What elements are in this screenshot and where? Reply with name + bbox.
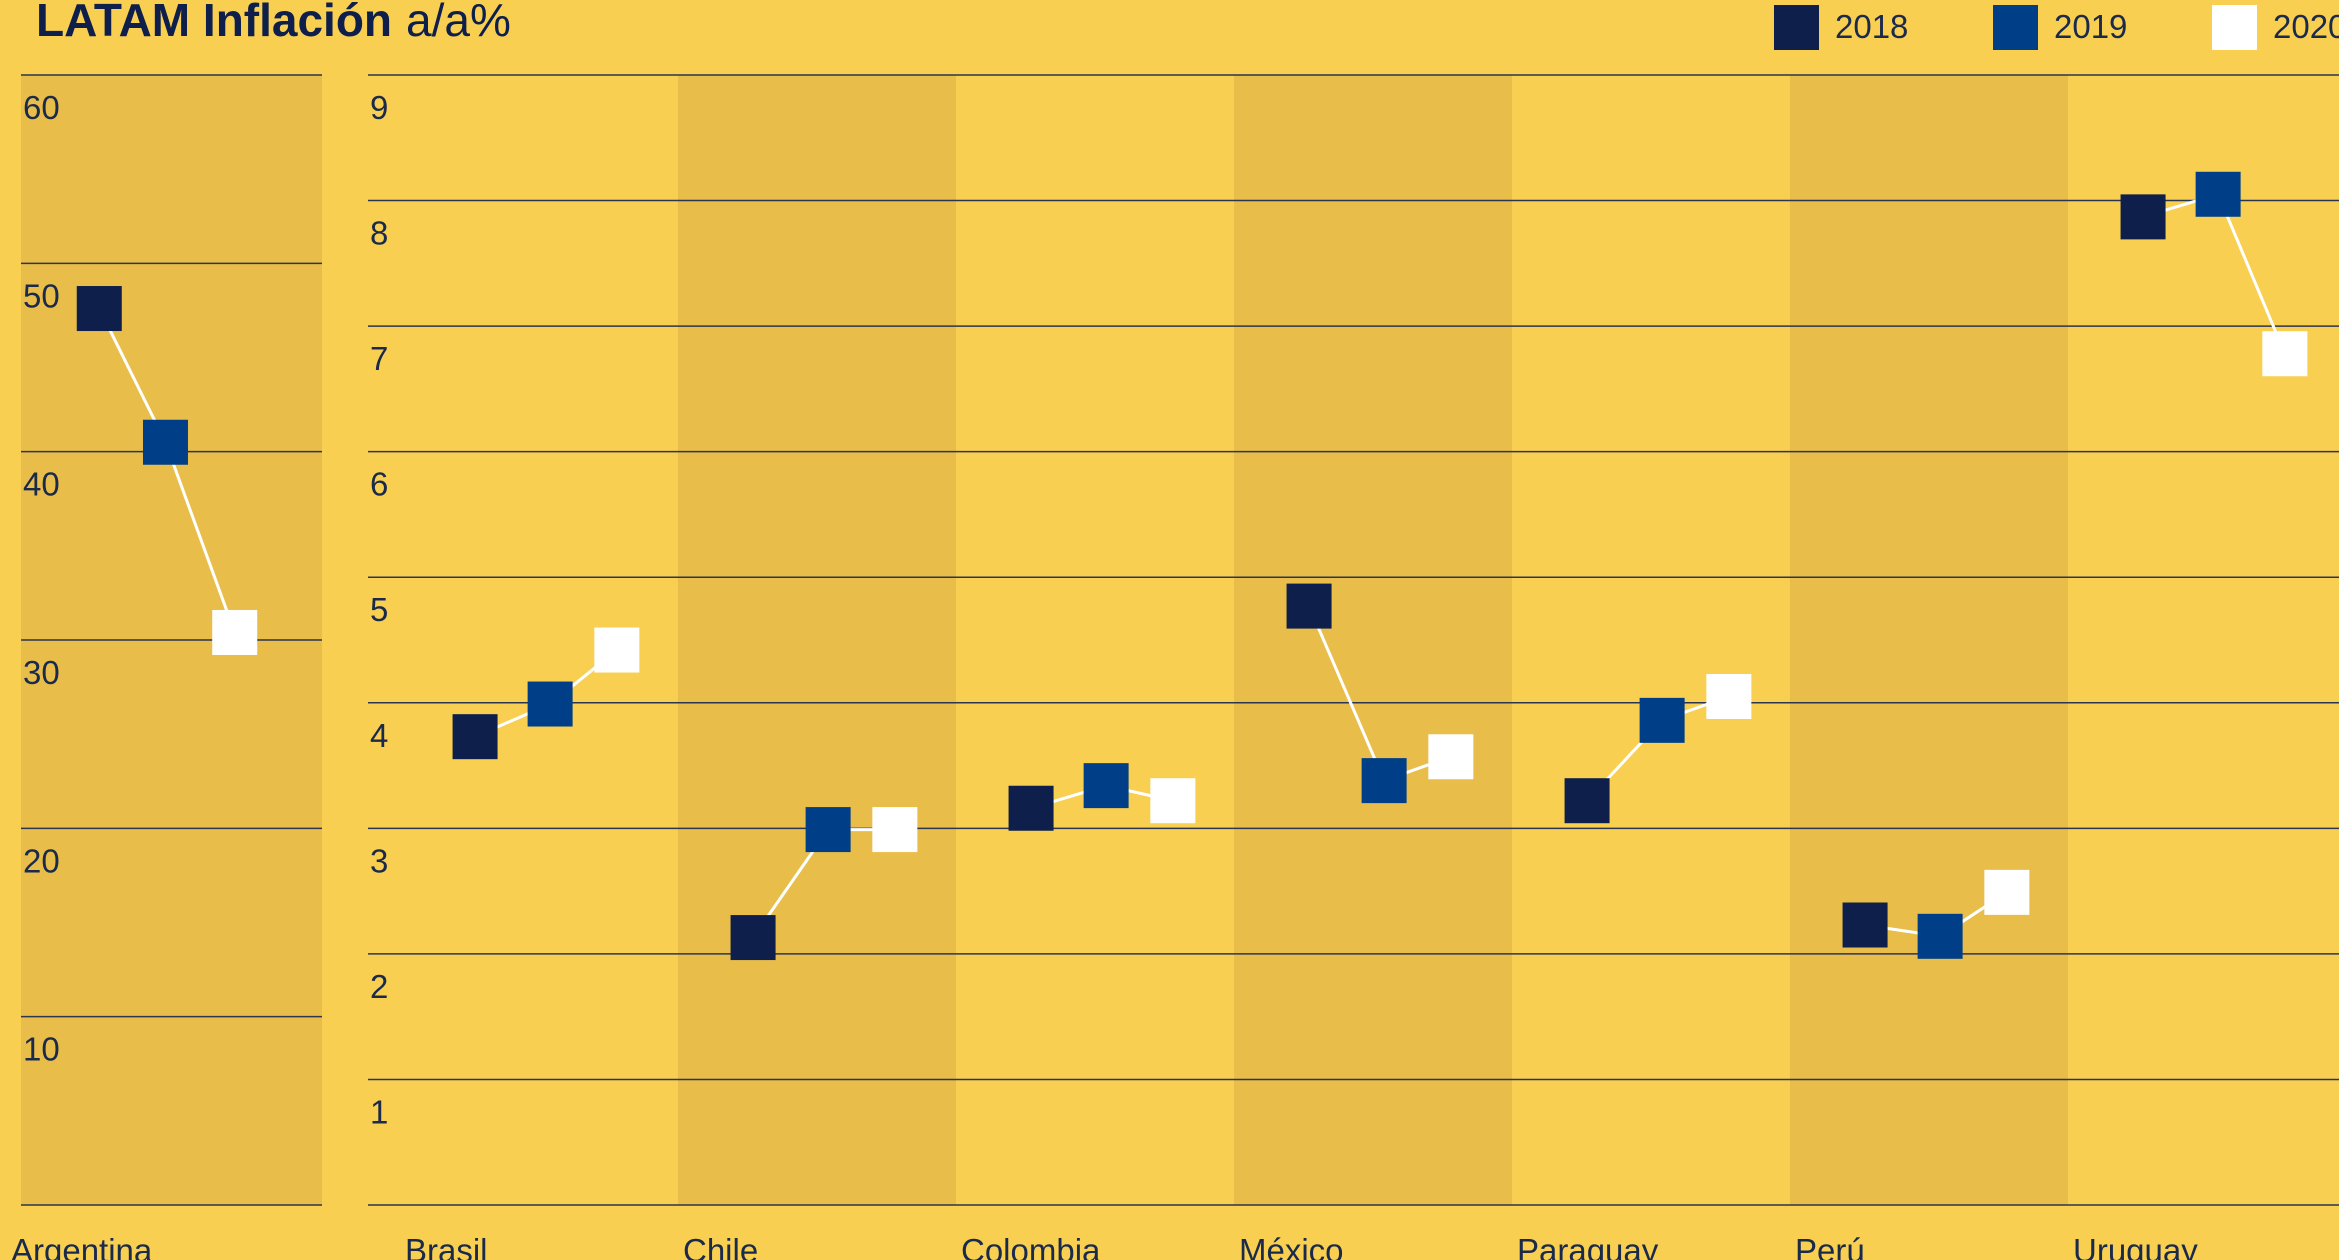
x-tick-label: Uruguay [2073, 1232, 2198, 1260]
marker [1361, 758, 1407, 804]
marker [1706, 674, 1752, 719]
x-tick-label: Chile [683, 1232, 758, 1260]
marker [212, 609, 258, 655]
marker [2120, 194, 2166, 240]
y-tick-label: 10 [23, 1031, 60, 1068]
marker [452, 714, 498, 760]
marker [1150, 778, 1196, 824]
marker [1008, 785, 1054, 831]
marker [805, 807, 851, 853]
marker [1984, 869, 2030, 915]
y-tick-label: 60 [23, 89, 60, 126]
y-tick-label: 3 [370, 842, 388, 879]
y-tick-label: 5 [370, 591, 388, 628]
band [1234, 75, 1512, 1205]
y-tick-label: 2 [370, 968, 388, 1005]
legend-label: 2020 [2273, 8, 2339, 45]
y-tick-label: 50 [23, 277, 60, 314]
marker [1083, 763, 1129, 809]
marker [2195, 171, 2241, 217]
marker [1428, 734, 1474, 780]
x-tick-label: Perú [1795, 1232, 1865, 1260]
y-tick-label: 8 [370, 215, 388, 252]
marker [2262, 331, 2308, 377]
title-line: LATAM Inflación a/a% [36, 0, 511, 46]
unit: a/a% [406, 0, 511, 46]
y-tick-label: 30 [23, 654, 60, 691]
marker [142, 419, 188, 465]
y-tick-label: 1 [370, 1093, 388, 1130]
legend-swatch [2212, 5, 2257, 50]
connector [164, 441, 237, 633]
y-tick-label: 7 [370, 340, 388, 377]
y-tick-label: 6 [370, 466, 388, 503]
marker [594, 627, 640, 673]
band [1790, 75, 2068, 1205]
legend-swatch [1774, 5, 1819, 50]
legend-label: 2018 [1835, 8, 1908, 45]
marker [527, 681, 573, 727]
x-tick-label: México [1239, 1232, 1344, 1260]
marker [76, 286, 122, 332]
x-tick-label: Colombia [961, 1232, 1101, 1260]
x-tick-label: Paraguay [1517, 1232, 1659, 1260]
marker [1639, 697, 1685, 743]
marker [1917, 913, 1963, 959]
marker [1842, 902, 1888, 948]
marker [730, 915, 776, 961]
legend-label: 2019 [2054, 8, 2127, 45]
y-tick-label: 20 [23, 842, 60, 879]
connector [2216, 193, 2287, 355]
marker [872, 807, 918, 853]
x-tick-label: Argentina [11, 1232, 153, 1260]
legend-swatch [1993, 5, 2038, 50]
y-tick-label: 40 [23, 466, 60, 503]
connector [1307, 605, 1386, 782]
x-tick-label: Brasil [405, 1232, 488, 1260]
band [678, 75, 956, 1205]
marker [1286, 583, 1332, 629]
marker [1564, 778, 1610, 824]
y-tick-label: 4 [370, 717, 388, 754]
y-tick-label: 9 [370, 89, 388, 126]
chart-title: LATAM Inflación [36, 0, 392, 46]
